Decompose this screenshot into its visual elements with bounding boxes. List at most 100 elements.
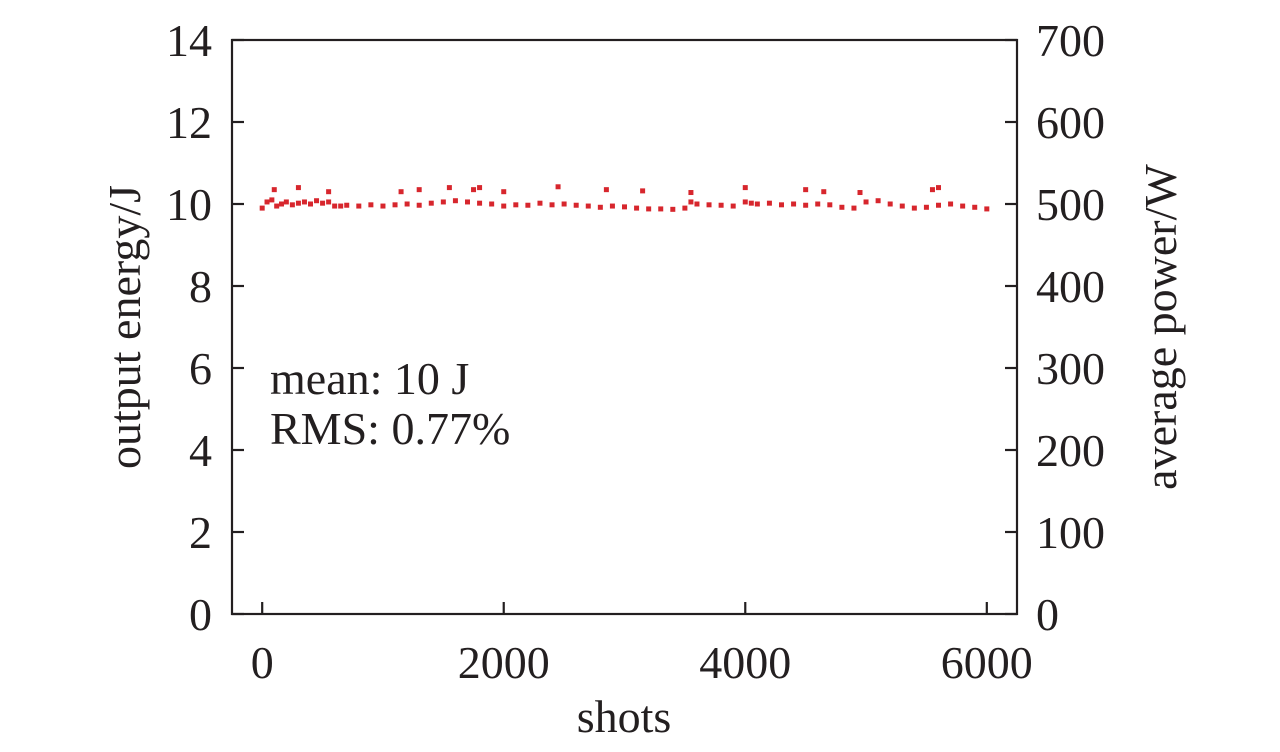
data-point	[742, 199, 748, 205]
data-point	[332, 203, 338, 209]
data-point	[827, 202, 833, 208]
data-point	[682, 205, 688, 211]
data-point	[948, 201, 954, 207]
data-point	[471, 187, 477, 193]
data-point	[803, 202, 809, 208]
data-point	[851, 205, 857, 211]
data-point	[477, 185, 483, 191]
data-point	[640, 188, 646, 194]
y2-tick-label: 700	[1036, 15, 1105, 66]
x-tick-label: 6000	[941, 637, 1033, 688]
data-point	[791, 201, 797, 207]
data-point	[308, 201, 313, 207]
data-point	[279, 201, 285, 207]
data-point	[779, 202, 784, 208]
data-point	[501, 203, 507, 209]
annotation-rms: RMS: 0.77%	[270, 403, 510, 454]
data-point	[289, 202, 295, 208]
data-point	[274, 203, 280, 209]
data-point	[452, 198, 458, 204]
data-point	[923, 204, 929, 210]
x-axis-title: shots	[577, 691, 672, 742]
data-point	[392, 202, 398, 208]
data-point	[295, 185, 301, 191]
y-tick-label: 0	[189, 589, 212, 640]
data-point	[742, 185, 748, 191]
data-point	[561, 201, 567, 207]
data-point	[295, 200, 301, 206]
y-tick-label: 2	[189, 507, 212, 558]
data-point	[839, 204, 845, 210]
data-point	[428, 200, 434, 206]
data-point	[597, 204, 603, 210]
data-point	[513, 202, 519, 208]
data-point	[416, 202, 422, 208]
data-point	[609, 203, 615, 209]
data-point	[748, 200, 754, 206]
data-point	[368, 202, 374, 208]
data-point	[398, 189, 404, 195]
data-point	[338, 203, 344, 209]
data-point	[688, 190, 694, 196]
annotation-mean: mean: 10 J	[270, 353, 469, 404]
y-tick-labels: 0 2 4 6 8 10 12 14	[166, 15, 212, 640]
data-point	[646, 206, 652, 212]
x-tick-labels: 0 2000 4000 6000	[251, 637, 1033, 688]
data-point	[863, 199, 869, 205]
y2-tick-label: 0	[1036, 589, 1059, 640]
data-point	[465, 199, 470, 205]
data-point	[440, 199, 446, 205]
data-point	[549, 202, 555, 208]
data-point	[356, 203, 362, 209]
data-point	[670, 206, 676, 212]
data-point	[344, 202, 350, 208]
data-point	[320, 200, 326, 206]
data-point	[887, 201, 893, 207]
data-point	[936, 202, 941, 208]
data-point	[815, 201, 821, 207]
data-point	[984, 206, 990, 212]
data-point	[766, 200, 772, 206]
y-tick-label: 8	[189, 261, 212, 312]
y-tick-label: 4	[189, 425, 212, 476]
y2-tick-label: 100	[1036, 507, 1105, 558]
data-point	[326, 199, 332, 205]
data-point	[259, 205, 265, 211]
data-point	[269, 197, 275, 203]
y2-tick-label: 600	[1036, 97, 1105, 148]
data-point	[585, 203, 591, 209]
data-point	[706, 202, 712, 208]
y2-tick-labels: 0 100 200 300 400 500 600 700	[1036, 15, 1105, 640]
y-tick-label: 6	[189, 343, 212, 394]
data-point	[283, 199, 289, 205]
data-point	[803, 187, 809, 193]
data-point	[754, 201, 760, 207]
data-point	[603, 187, 609, 193]
y2-tick-label: 200	[1036, 425, 1105, 476]
data-point	[301, 199, 307, 205]
data-point	[489, 201, 495, 207]
data-points	[259, 184, 990, 212]
data-point	[501, 189, 507, 195]
y2-tick-label: 300	[1036, 343, 1105, 394]
data-point	[875, 198, 881, 204]
data-point	[537, 200, 543, 206]
data-point	[730, 203, 736, 209]
data-point	[688, 199, 694, 205]
y2-tick-label: 400	[1036, 261, 1105, 312]
data-point	[271, 187, 277, 193]
y-tick-label: 10	[166, 179, 212, 230]
data-point	[264, 199, 270, 205]
data-point	[718, 202, 724, 208]
tick-marks	[232, 38, 1017, 616]
data-point	[911, 205, 917, 211]
plot-frame	[230, 38, 1019, 616]
data-point	[821, 189, 827, 195]
y2-axis-title: average power/W	[1135, 164, 1186, 490]
data-point	[416, 187, 422, 193]
y-tick-label: 14	[166, 15, 212, 66]
data-point	[960, 203, 966, 209]
x-tick-label: 4000	[699, 637, 791, 688]
data-point	[634, 205, 640, 211]
